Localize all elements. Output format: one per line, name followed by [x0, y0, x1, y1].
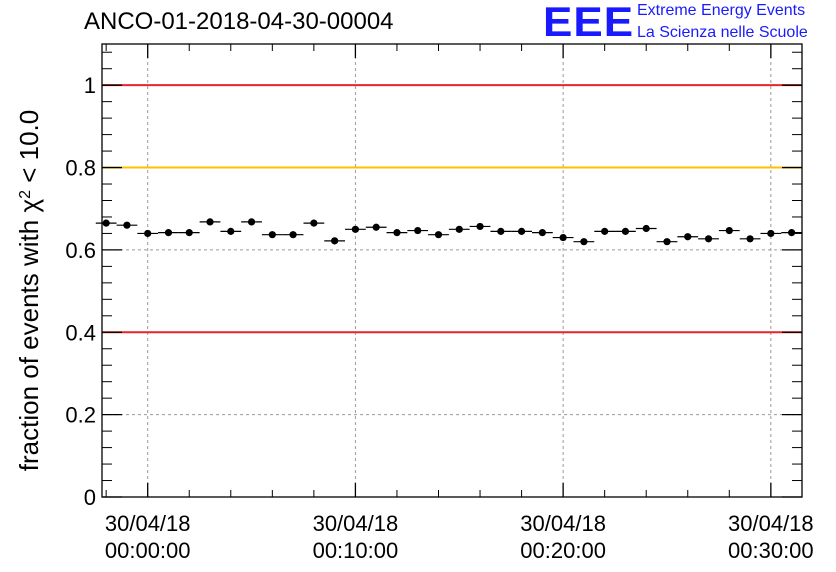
grid-layer: [102, 44, 802, 497]
data-point: [718, 226, 740, 235]
point-marker: [102, 219, 110, 227]
plot-frame: [101, 43, 803, 498]
data-point: [635, 224, 657, 233]
point-marker: [227, 227, 235, 235]
data-point: [573, 238, 595, 246]
data-point: [116, 221, 138, 229]
data-point: [615, 227, 636, 235]
point-marker: [372, 223, 380, 231]
point-marker: [497, 227, 505, 235]
point-marker: [767, 229, 775, 238]
data-layer: [95, 218, 802, 246]
tick-layer: [102, 44, 802, 498]
y-axis-label-sup: 2: [17, 190, 34, 199]
point-marker: [559, 233, 567, 242]
y-axis-label-main: fraction of events with χ: [14, 199, 44, 472]
x-tick-time-label: 00:30:00: [728, 538, 814, 563]
data-point: [428, 231, 449, 239]
point-marker: [601, 227, 609, 235]
y-tick-label: 1: [84, 73, 96, 98]
data-point: [552, 233, 574, 242]
data-point: [282, 231, 304, 239]
point-marker: [455, 225, 463, 233]
point-marker: [476, 222, 484, 231]
y-axis-label: fraction of events with χ2 < 10.0: [14, 110, 44, 471]
logo-line-1: Extreme Energy Events: [637, 2, 806, 19]
point-marker: [206, 218, 214, 226]
y-tick-label: 0.6: [65, 238, 96, 263]
data-point: [760, 229, 782, 238]
data-point: [158, 229, 179, 237]
point-marker: [144, 229, 152, 238]
data-point: [178, 229, 200, 237]
data-point: [739, 235, 761, 243]
x-tick-date-label: 30/04/18: [728, 511, 814, 536]
x-tick-date-label: 30/04/18: [520, 511, 606, 536]
data-point: [677, 233, 699, 241]
y-tick-label: 0.4: [65, 320, 96, 345]
y-tick-label: 0.2: [65, 403, 96, 428]
eee-logo-mark: EEE: [543, 0, 635, 46]
point-marker: [642, 224, 650, 233]
data-point: [469, 222, 491, 231]
x-tick-date-label: 30/04/18: [105, 511, 191, 536]
x-tick-time-label: 00:20:00: [520, 538, 606, 563]
data-point: [137, 229, 159, 238]
reference-lines: [102, 84, 802, 334]
chart-title: ANCO-01-2018-04-30-00004: [84, 8, 394, 35]
label-layer: 00.20.40.60.8130/04/1800:00:0030/04/1800…: [65, 73, 813, 563]
point-marker: [538, 229, 546, 237]
point-marker: [310, 219, 318, 227]
data-point: [95, 219, 117, 227]
data-point: [241, 218, 262, 226]
data-point: [365, 223, 387, 231]
x-tick-time-label: 00:10:00: [313, 538, 399, 563]
point-marker: [185, 229, 193, 237]
point-marker: [788, 229, 796, 237]
data-point: [199, 218, 221, 226]
point-marker: [164, 229, 173, 237]
x-tick-time-label: 00:00:00: [105, 538, 191, 563]
data-point: [303, 219, 325, 227]
data-point: [511, 227, 532, 235]
data-point: [490, 227, 512, 235]
y-axis-label-tail: < 10.0: [14, 110, 44, 190]
data-point: [656, 238, 678, 246]
point-marker: [393, 229, 401, 237]
data-point: [324, 237, 346, 245]
logo-line-2: La Scienza nelle Scuole: [637, 24, 808, 41]
data-point: [448, 225, 470, 233]
data-point: [345, 225, 366, 233]
point-marker: [725, 226, 733, 235]
data-point: [594, 227, 616, 235]
data-point: [220, 227, 242, 235]
point-marker: [123, 221, 131, 229]
point-marker: [331, 237, 339, 245]
x-tick-date-label: 30/04/18: [313, 511, 399, 536]
point-marker: [580, 238, 588, 246]
point-marker: [746, 235, 754, 243]
point-marker: [704, 235, 713, 243]
point-marker: [247, 218, 256, 226]
data-point: [781, 229, 802, 237]
data-point: [531, 229, 553, 237]
data-point: [261, 231, 283, 239]
point-marker: [621, 227, 630, 235]
point-marker: [517, 227, 526, 235]
data-point: [407, 226, 429, 235]
point-marker: [434, 231, 443, 239]
y-tick-label: 0.8: [65, 156, 96, 181]
data-point: [698, 235, 719, 243]
point-marker: [663, 238, 671, 246]
point-marker: [684, 233, 692, 241]
data-point: [386, 229, 408, 237]
point-marker: [351, 225, 360, 233]
point-marker: [414, 226, 422, 235]
point-marker: [268, 231, 276, 239]
y-tick-label: 0: [84, 485, 96, 510]
point-marker: [289, 231, 297, 239]
